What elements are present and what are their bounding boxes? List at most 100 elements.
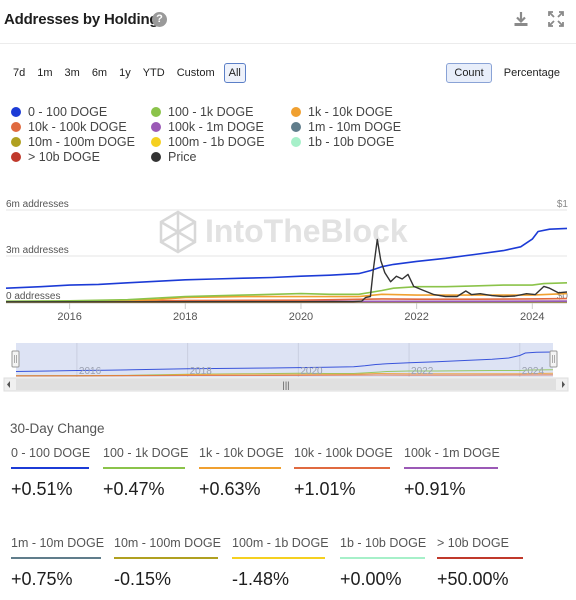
legend-item-100k-1m[interactable]: 100k - 1m DOGE [151,119,291,134]
change-item-1m-10m: 1m - 10m DOGE +0.75% [11,536,104,590]
change-value: +50.00% [437,569,509,589]
x-tick-label: 2016 [57,311,81,323]
scroll-left-icon[interactable] [7,381,10,388]
legend-label: 0 - 100 DOGE [28,104,108,119]
legend-dot-icon [151,106,161,117]
legend-label: 1b - 10b DOGE [308,134,395,149]
range-button-all[interactable]: All [223,63,246,83]
range-button-ytd[interactable]: YTD [142,67,165,79]
range-button-3m[interactable]: 3m [64,67,80,79]
scroll-right-icon[interactable] [562,381,565,388]
change-label: 10m - 100m DOGE [114,536,221,550]
watermark-text: IntoTheBlock [205,213,408,249]
change-label: 1m - 10m DOGE [11,536,105,550]
main-chart: IntoTheBlock 0 addresses 3m addresses 6m a… [5,199,568,323]
watermark-logo-icon [159,210,197,254]
change-color-bar [294,467,390,469]
range-button-6m[interactable]: 6m [91,67,108,79]
change-color-bar [114,557,218,559]
change-value: +0.63% [199,479,261,499]
change-label: > 10b DOGE [437,536,509,550]
legend-label: 100k - 1m DOGE [168,119,264,134]
legend-item-10k-100k[interactable]: 10k - 100k DOGE [11,119,151,134]
navigator-left-handle[interactable] [11,350,20,368]
download-icon[interactable] [512,10,530,28]
change-color-bar [437,557,523,559]
legend-item-1b-10b[interactable]: 1b - 10b DOGE [291,134,431,149]
x-tick-label: 2018 [173,311,197,323]
mode-button-percentage[interactable]: Percentage [503,67,560,79]
navigator-scrollbar-thumb[interactable] [16,379,556,390]
legend-dot-icon [11,136,21,147]
range-button-1y[interactable]: 1y [119,67,131,79]
legend-item-10b+[interactable]: > 10b DOGE [11,149,151,164]
x-tick-label: 2020 [289,311,313,323]
watermark: IntoTheBlock [159,210,408,254]
change-value: -1.48% [232,569,290,589]
x-tick-label: 2022 [404,311,428,323]
series-line-1k-10k[interactable] [5,292,568,303]
scroll-grip-icon: ||| [282,380,289,390]
change-item-1k-10k: 1k - 10k DOGE +0.63% [199,446,284,500]
legend-item-1m-10m[interactable]: 1m - 10m DOGE [291,119,431,134]
y-tick-label: 0 addresses [6,291,60,302]
change-color-bar [404,467,498,469]
change-label: 1k - 10k DOGE [199,446,284,460]
change-color-bar [199,467,281,469]
legend-label: 100 - 1k DOGE [168,104,254,119]
help-icon[interactable]: ? [152,12,167,27]
legend-dot-icon [11,121,21,132]
navigator-right-handle[interactable] [549,350,558,368]
change-label: 1b - 10b DOGE [340,536,427,550]
series-line-price[interactable] [5,238,568,303]
range-button-custom[interactable]: Custom [176,67,215,79]
range-button-7d[interactable]: 7d [13,67,26,79]
change-item-1b-10b: 1b - 10b DOGE +0.00% [340,536,426,590]
change-item-10k-100k: 10k - 100k DOGE +1.01% [294,446,393,500]
legend-label: 1k - 10k DOGE [308,104,393,119]
change-value: +1.01% [294,479,356,499]
legend-item-100-1k[interactable]: 100 - 1k DOGE [151,104,291,119]
change-item-10b+: > 10b DOGE +50.00% [437,536,523,590]
change-value: +0.47% [103,479,165,499]
time-navigator[interactable]: 2016 2018 2020 2022 2024 ||| [0,342,576,392]
legend-item-0-100[interactable]: 0 - 100 DOGE [11,104,151,119]
chart-legend: 0 - 100 DOGE 100 - 1k DOGE 1k - 10k DOGE 10… [11,104,571,164]
y-tick-label: 3m addresses [6,245,69,256]
change-label: 100k - 1m DOGE [404,446,500,460]
change-value: -0.15% [114,569,172,589]
legend-item-price[interactable]: Price [151,149,291,164]
range-button-1m[interactable]: 1m [37,67,53,79]
change-value: +0.51% [11,479,73,499]
legend-dot-icon [291,121,301,132]
change-color-bar [11,557,101,559]
legend-label: 100m - 1b DOGE [168,134,265,149]
range-selector: 7d 1m 3m 6m 1y YTD Custom All [10,63,246,83]
mode-button-count[interactable]: Count [446,63,492,83]
fullscreen-icon[interactable] [547,10,565,28]
change-item-100m-1b: 100m - 1b DOGE -1.48% [232,536,329,590]
legend-label: > 10b DOGE [28,149,100,164]
legend-dot-icon [291,106,301,117]
legend-dot-icon [151,151,161,162]
legend-dot-icon [11,106,21,117]
legend-item-10m-100m[interactable]: 10m - 100m DOGE [11,134,151,149]
navigator-selection[interactable] [16,343,553,377]
navigator-tick-label: 2020 [300,366,323,377]
navigator-tick-label: 2018 [190,366,213,377]
legend-item-1k-10k[interactable]: 1k - 10k DOGE [291,104,431,119]
legend-label: 10m - 100m DOGE [28,134,135,149]
series-line-0-100[interactable] [5,227,568,289]
legend-label: 10k - 100k DOGE [28,119,127,134]
change-value: +0.75% [11,569,73,589]
legend-dot-icon [11,151,21,162]
change-item-100k-1m: 100k - 1m DOGE +0.91% [404,446,500,500]
navigator-series-10k-100k [16,374,554,377]
series-line-100-1k[interactable] [5,282,568,302]
change-color-bar [232,557,325,559]
legend-item-100m-1b[interactable]: 100m - 1b DOGE [151,134,291,149]
legend-dot-icon [151,136,161,147]
change-color-bar [340,557,425,559]
change-label: 10k - 100k DOGE [294,446,393,460]
mode-toggle: Count Percentage [446,63,568,83]
